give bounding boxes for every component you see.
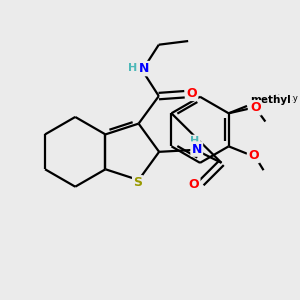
Text: O: O: [250, 101, 261, 114]
Text: O: O: [189, 178, 199, 191]
Text: H: H: [128, 63, 138, 73]
Text: O: O: [187, 87, 197, 100]
Text: H: H: [190, 136, 200, 146]
Text: methoxy: methoxy: [262, 94, 298, 103]
Text: O: O: [248, 149, 259, 162]
Text: S: S: [133, 176, 142, 189]
Text: methyl: methyl: [250, 95, 291, 105]
Text: N: N: [191, 142, 202, 156]
Text: N: N: [139, 62, 149, 75]
Text: O: O: [249, 98, 260, 111]
